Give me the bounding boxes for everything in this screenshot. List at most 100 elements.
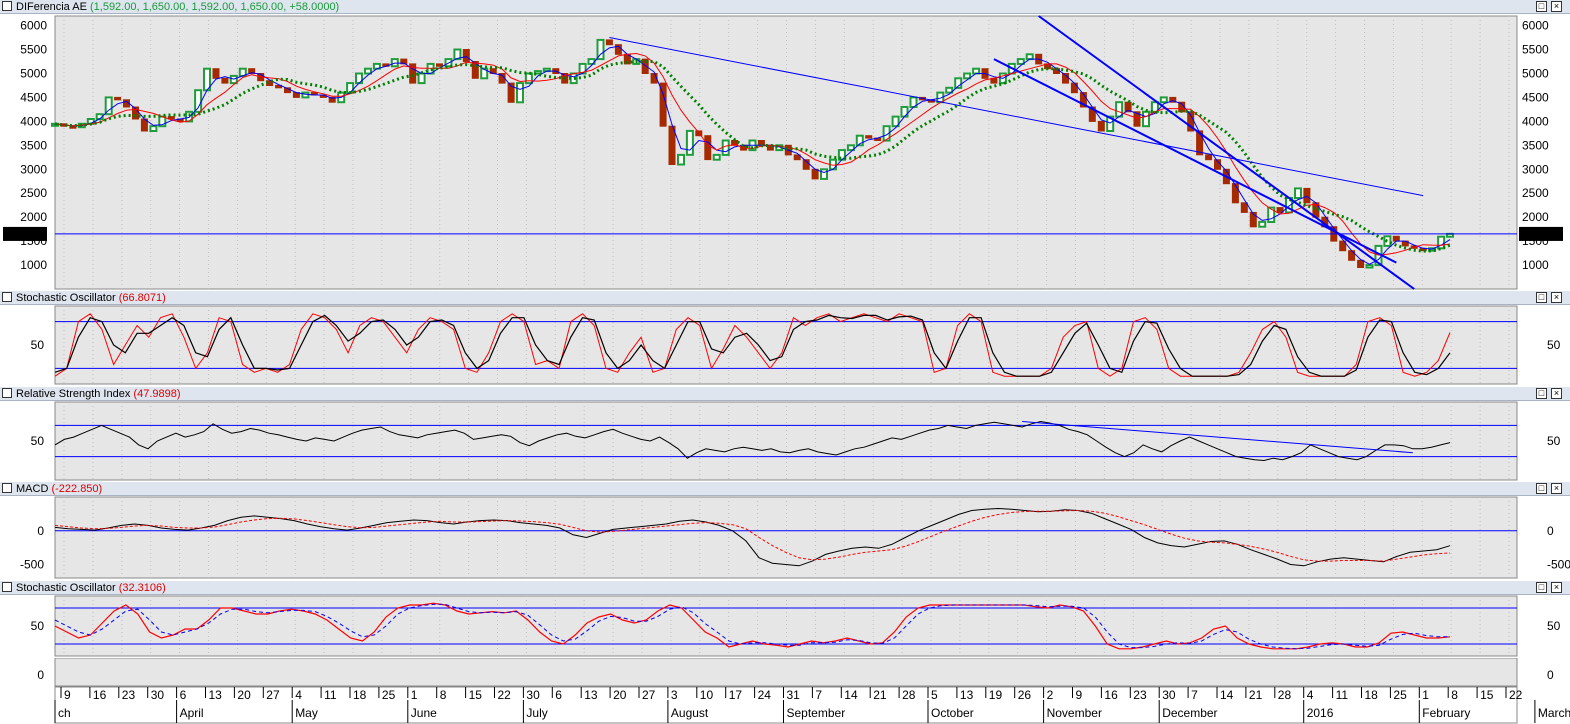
empty-plot-area [54, 658, 1518, 687]
date-day-label: 14 [1220, 688, 1234, 702]
price-title-value: (1,592.00, 1,650.00, 1,592.00, 1,650.00,… [89, 1, 340, 13]
stochastic-2-title-text: Stochastic Oscillator [16, 582, 116, 594]
price-trendline [993, 58, 1397, 264]
stochastic-2-chart: 50 50 [31, 595, 1561, 657]
price-trendline [609, 37, 1424, 197]
price-title-text: DIFerencia AE [16, 1, 87, 13]
date-day-label: 6 [555, 688, 562, 702]
price-y-tick-label-right: 3500 [1522, 138, 1549, 152]
date-day-label: 9 [64, 688, 71, 702]
macd-y-tick-label-left: -500 [20, 558, 44, 572]
panel-menu-icon[interactable] [2, 388, 12, 398]
price-candle [149, 125, 158, 132]
ma-slow-line [54, 60, 1451, 253]
price-candle [900, 106, 909, 118]
last-price-label-right-bg [1519, 226, 1563, 241]
price-panel-title: DIFerencia AE (1,592.00, 1,650.00, 1,592… [16, 0, 339, 14]
macd-chart: 0 0 -500 -500 [20, 496, 1570, 579]
date-day-label: 15 [1480, 688, 1494, 702]
price-candle [1437, 235, 1446, 250]
panel-menu-icon[interactable] [2, 1, 12, 11]
date-day-label: 14 [844, 688, 858, 702]
price-candle [712, 153, 721, 161]
close-button[interactable]: × [1551, 1, 1562, 12]
close-button[interactable]: × [1551, 483, 1562, 494]
price-candle [641, 58, 649, 74]
stochastic-2-y-tick-label-left: 50 [31, 619, 45, 633]
date-month-label: February [1422, 706, 1470, 720]
close-button[interactable]: × [1551, 582, 1562, 593]
date-day-label: 11 [1336, 688, 1349, 702]
stochastic-panel-1: Stochastic Oscillator (66.8071) □ × 50 50 [0, 291, 1570, 385]
date-month-label: June [411, 706, 437, 720]
macd-y-tick-label-right: 0 [1547, 524, 1554, 538]
panel-menu-icon[interactable] [2, 483, 12, 493]
price-candle [1106, 115, 1115, 132]
close-button[interactable]: × [1551, 388, 1562, 399]
date-month-label: July [526, 706, 547, 720]
price-panel: DIFerencia AE (1,592.00, 1,650.00, 1,592… [0, 0, 1570, 290]
price-candle [1159, 96, 1168, 104]
date-day-label: 28 [902, 688, 916, 702]
date-month-label: March [1538, 706, 1570, 720]
date-day-label: 5 [931, 688, 938, 702]
price-candle [704, 135, 712, 161]
panel-menu-icon[interactable] [2, 292, 12, 302]
price-y-tick-label-right: 5500 [1522, 43, 1549, 57]
restore-button[interactable]: □ [1536, 582, 1547, 593]
price-candle [596, 38, 605, 61]
date-day-label: 18 [353, 688, 367, 702]
restore-button[interactable]: □ [1536, 1, 1547, 12]
price-candle [1392, 235, 1400, 242]
date-month-label: August [671, 706, 709, 720]
stochastic-panel-1-titlebar: Stochastic Oscillator (66.8071) □ × [0, 291, 1570, 305]
price-candle [417, 72, 426, 85]
price-y-tick-label-left: 3000 [20, 162, 47, 176]
date-axis-area [54, 686, 1518, 724]
macd-title: MACD (-222.850) [16, 482, 102, 496]
price-candle [865, 135, 873, 139]
stochastic-2-series-line [54, 603, 1450, 650]
date-day-label: 8 [1451, 688, 1458, 702]
price-candle [453, 48, 462, 61]
price-candle [1196, 130, 1204, 156]
price-candle [846, 144, 855, 152]
date-day-label: 31 [787, 688, 801, 702]
price-y-tick-label-left: 4000 [20, 114, 47, 128]
price-candle [436, 63, 443, 67]
restore-button[interactable]: □ [1536, 292, 1547, 303]
price-candle [524, 72, 533, 85]
price-y-tick-label-right: 1000 [1522, 258, 1549, 272]
price-candle [301, 91, 310, 99]
date-day-label: 24 [758, 688, 772, 702]
price-y-tick-label-right: 6000 [1522, 19, 1549, 33]
price-candle [891, 115, 900, 128]
date-day-label: 4 [1307, 688, 1314, 702]
restore-button[interactable]: □ [1536, 388, 1547, 399]
date-day-label: 30 [526, 688, 540, 702]
macd-series-line [54, 507, 1451, 567]
date-day-label: 19 [989, 688, 1003, 702]
date-day-label: 30 [1162, 688, 1176, 702]
price-y-tick-label-left: 2000 [20, 210, 47, 224]
date-day-label: 20 [613, 688, 627, 702]
restore-button[interactable]: □ [1536, 483, 1547, 494]
rsi-title-text: Relative Strength Index [16, 388, 131, 400]
last-price-label-left: 1650.00 [5, 229, 45, 241]
date-month-label: 2016 [1307, 706, 1334, 720]
price-y-tick-label-right: 2000 [1522, 210, 1549, 224]
date-day-label: 1 [1422, 688, 1429, 702]
rsi-plot-area [54, 401, 1518, 481]
price-candle [132, 106, 139, 120]
price-candle [972, 67, 981, 75]
close-button[interactable]: × [1551, 292, 1562, 303]
panel-menu-icon[interactable] [2, 582, 12, 592]
rsi-panel-titlebar: Relative Strength Index (47.9898) □ × [0, 387, 1570, 401]
price-candle [1357, 259, 1365, 268]
stochastic-1-title: Stochastic Oscillator (66.8071) [16, 291, 166, 305]
price-y-tick-label-right: 5000 [1522, 66, 1549, 80]
date-day-label: 15 [469, 688, 483, 702]
date-day-label: 10 [700, 688, 714, 702]
stochastic-1-y-tick-label-right: 50 [1547, 338, 1561, 352]
